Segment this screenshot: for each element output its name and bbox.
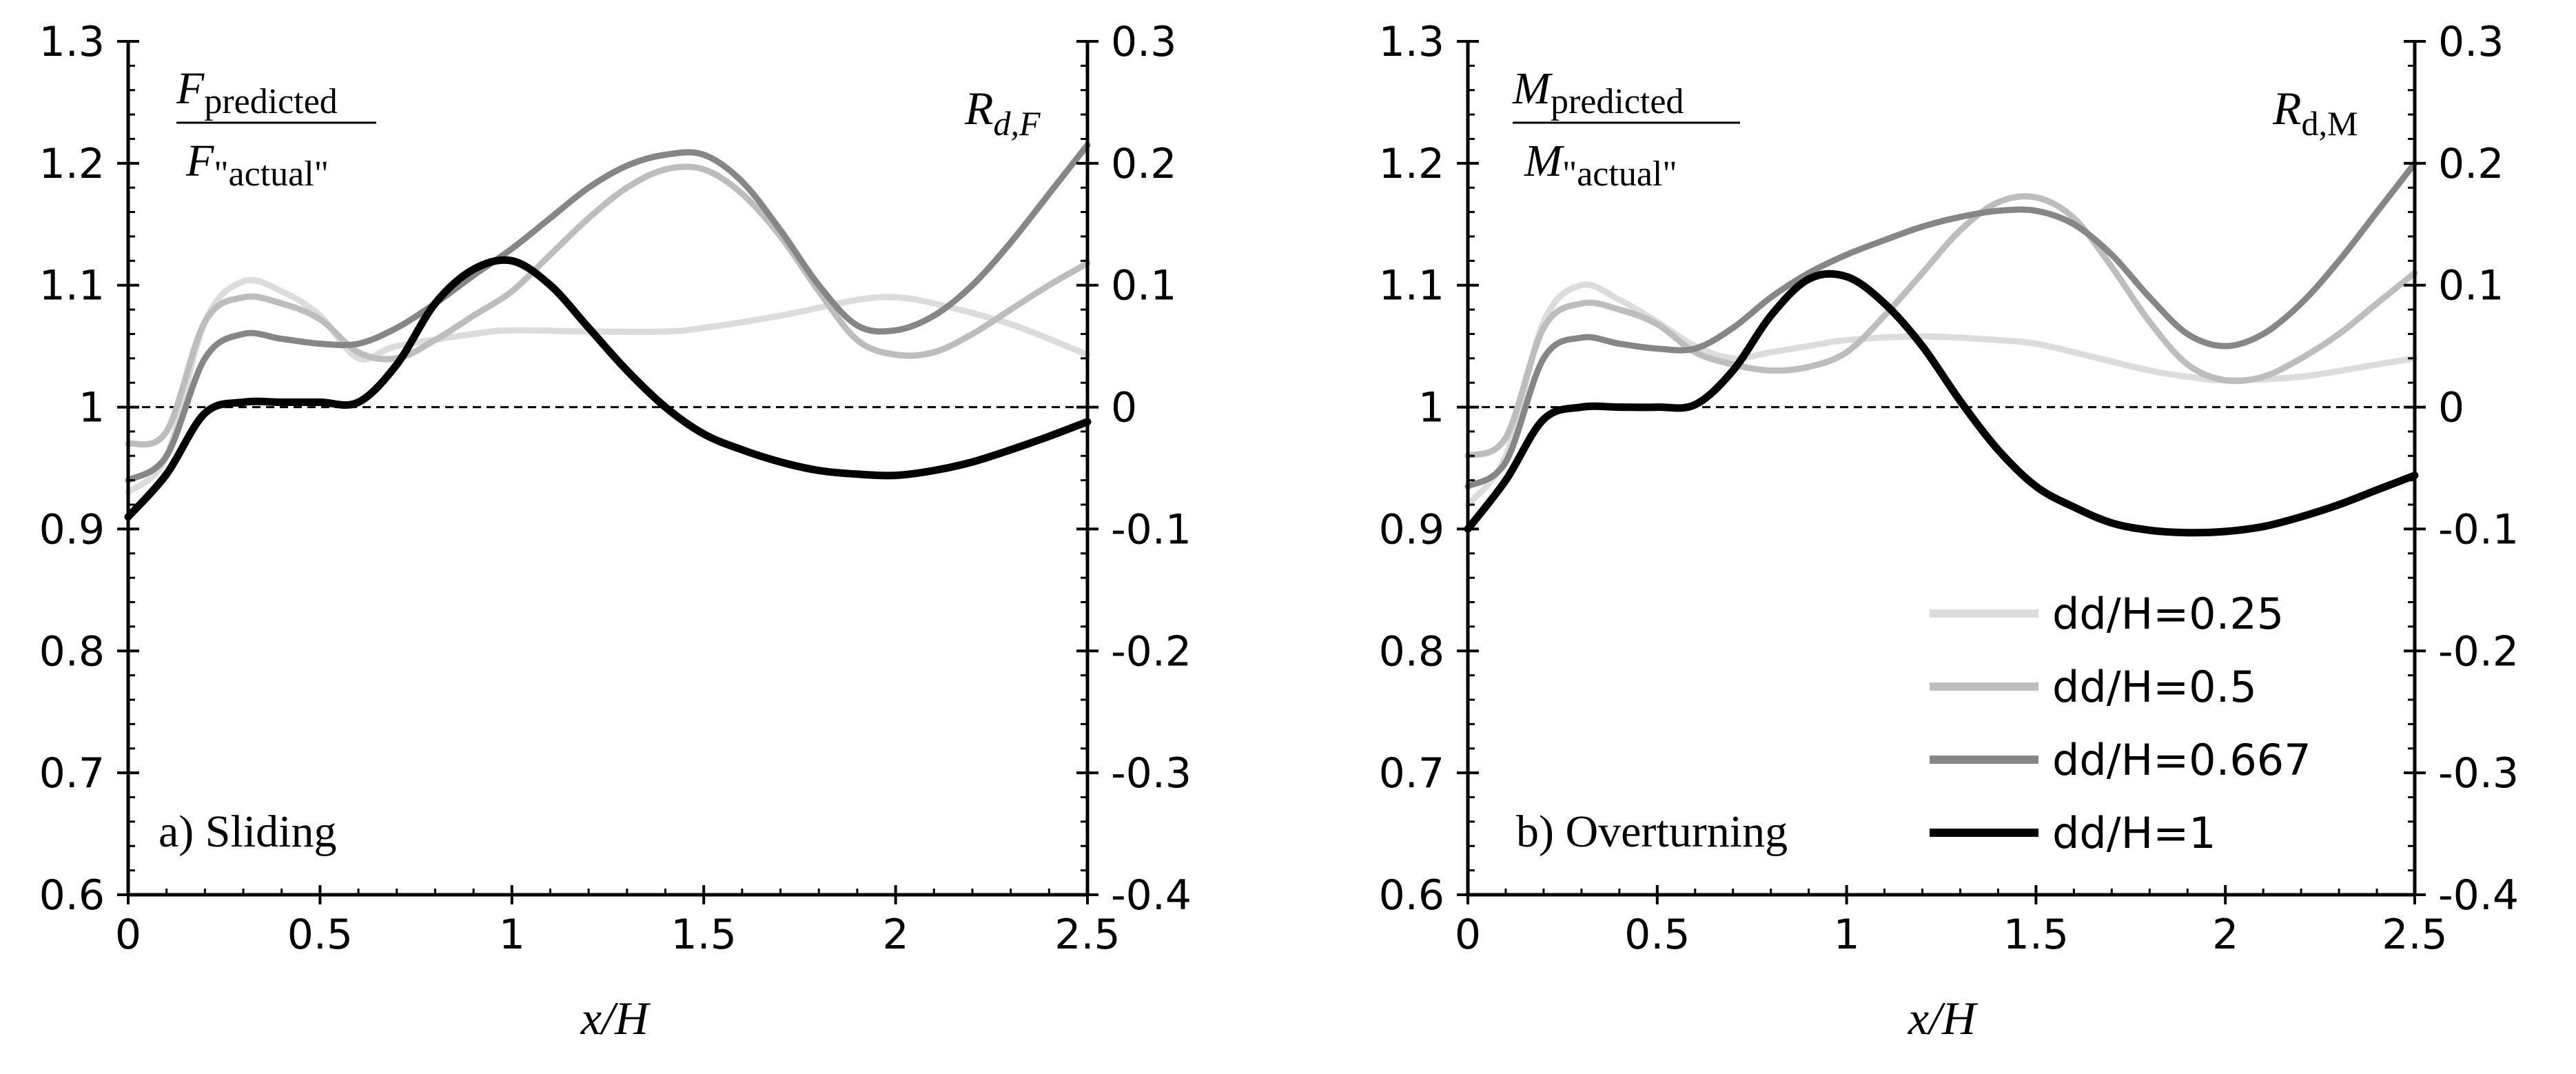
x-tick-label: 0.5 bbox=[1624, 911, 1690, 959]
panel-a-sliding: 0.6 -0.4 0.7 -0.3 0.8 -0.2 0.9 -0.1 1 0 1.1 0.1 1.2 0… bbox=[39, 18, 1192, 1044]
legend-item: dd/H=0.5 bbox=[1930, 662, 2257, 712]
legend-item: dd/H=0.667 bbox=[1930, 735, 2311, 785]
y-tick-label-left: 1.3 bbox=[39, 18, 105, 66]
y-tick-label-left: 0.6 bbox=[39, 871, 105, 920]
y-tick-label-right: 0.1 bbox=[2438, 262, 2504, 310]
y-tick-label-left: 1 bbox=[1418, 384, 1444, 432]
ylabel-left-ratio-denominator: M"actual" bbox=[1524, 136, 1677, 194]
legend-label: dd/H=0.25 bbox=[2052, 589, 2284, 639]
y-tick-label-right: -0.2 bbox=[1111, 627, 1192, 676]
series-line-dd-h-0-25 bbox=[125, 276, 1091, 496]
y-tick-label-right: -0.3 bbox=[1111, 749, 1192, 798]
y-tick-label-right: 0.3 bbox=[1111, 18, 1176, 66]
series-line-dd-h-0-667 bbox=[125, 141, 1091, 484]
series-line-dd-h-0-667 bbox=[1464, 160, 2418, 489]
x-tick-label: 0 bbox=[1455, 911, 1481, 959]
y-tick-label-left: 0.8 bbox=[39, 627, 105, 676]
legend-label: dd/H=0.667 bbox=[2052, 735, 2311, 785]
y-tick-label-left: 0.7 bbox=[1379, 749, 1444, 798]
series-line-dd-h-0-5 bbox=[1464, 193, 2418, 459]
series-line-dd-h-1 bbox=[124, 256, 1092, 521]
y-tick-label-right: 0.1 bbox=[1111, 262, 1176, 310]
ylabel-left-ratio-numerator: Fpredicted bbox=[176, 63, 338, 121]
x-tick-label: 2.5 bbox=[1054, 911, 1120, 959]
legend-label: dd/H=0.5 bbox=[2052, 662, 2257, 712]
ylabel-left-ratio-denominator: F"actual" bbox=[185, 136, 329, 194]
y-tick-label-right: -0.1 bbox=[1111, 505, 1192, 554]
y-tick-label-left: 1.2 bbox=[1379, 140, 1444, 188]
x-tick-label: 0.5 bbox=[287, 911, 353, 959]
y-tick-label-left: 0.7 bbox=[39, 749, 105, 798]
x-tick-label: 1 bbox=[499, 911, 525, 959]
y-tick-label-right: 0.2 bbox=[2438, 140, 2504, 188]
panel-label: a) Sliding bbox=[159, 807, 337, 857]
y-tick-label-left: 1.3 bbox=[1379, 18, 1444, 66]
ylabel-right: Rd,M bbox=[2272, 82, 2358, 143]
x-tick-label: 2 bbox=[883, 911, 909, 959]
ylabel-left-ratio-numerator: Mpredicted bbox=[1512, 63, 1684, 121]
x-tick-label: 2 bbox=[2212, 911, 2238, 959]
panel-label: b) Overturning bbox=[1516, 807, 1788, 857]
series-line-dd-h-1 bbox=[1464, 270, 2419, 537]
y-tick-label-right: -0.2 bbox=[2438, 627, 2519, 676]
x-tick-label: 0 bbox=[115, 911, 141, 959]
series-line-dd-h-0-5 bbox=[125, 163, 1091, 448]
y-tick-label-left: 1.1 bbox=[1379, 262, 1444, 310]
legend-item: dd/H=0.25 bbox=[1930, 589, 2284, 639]
legend-label: dd/H=1 bbox=[2052, 808, 2216, 858]
y-tick-label-left: 0.9 bbox=[1379, 505, 1444, 554]
x-tick-label: 2.5 bbox=[2382, 911, 2447, 959]
legend-item: dd/H=1 bbox=[1930, 808, 2216, 858]
y-tick-label-left: 1 bbox=[79, 384, 105, 432]
y-tick-label-right: -0.4 bbox=[1111, 871, 1192, 920]
x-axis-title: x/H bbox=[1908, 992, 1979, 1044]
y-tick-label-right: -0.1 bbox=[2438, 505, 2519, 554]
y-tick-label-right: 0.2 bbox=[1111, 140, 1176, 188]
y-tick-label-left: 0.6 bbox=[1379, 871, 1444, 920]
y-tick-label-right: -0.3 bbox=[2438, 749, 2519, 798]
x-tick-label: 1.5 bbox=[2003, 911, 2069, 959]
y-tick-label-left: 1.2 bbox=[39, 140, 105, 188]
y-tick-label-right: -0.4 bbox=[2438, 871, 2519, 920]
legend: dd/H=0.25 dd/H=0.5 dd/H=0.667 dd/H=1 bbox=[1930, 589, 2311, 858]
y-tick-label-right: 0.3 bbox=[2438, 18, 2504, 66]
x-axis-title: x/H bbox=[580, 992, 651, 1044]
y-tick-label-left: 0.8 bbox=[1379, 627, 1444, 676]
x-tick-label: 1.5 bbox=[671, 911, 736, 959]
panel-b-overturning: 0.6 -0.4 0.7 -0.3 0.8 -0.2 0.9 -0.1 1 0 1.1 0.1 1.2 0… bbox=[1379, 18, 2519, 1044]
y-tick-label-right: 0 bbox=[1111, 384, 1137, 432]
y-tick-label-left: 1.1 bbox=[39, 262, 105, 310]
ylabel-right: Rd,F bbox=[964, 82, 1041, 143]
y-tick-label-right: 0 bbox=[2438, 384, 2464, 432]
x-tick-label: 1 bbox=[1834, 911, 1860, 959]
y-tick-label-left: 0.9 bbox=[39, 505, 105, 554]
